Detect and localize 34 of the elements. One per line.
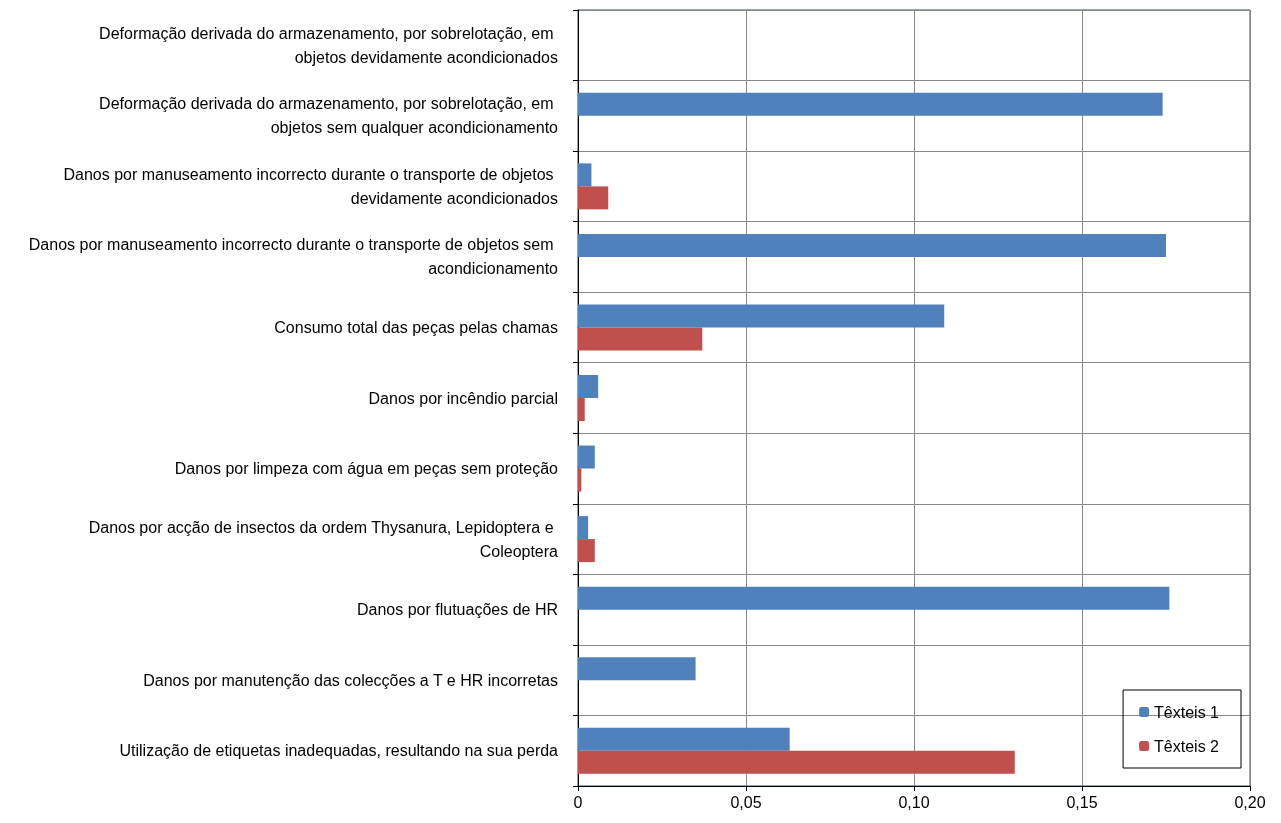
bar	[578, 445, 595, 469]
bar	[578, 539, 595, 563]
bar	[578, 163, 592, 187]
bar	[578, 657, 696, 681]
x-tick-label: 0,05	[730, 793, 762, 811]
y-tick-label: Utilização de etiquetas inadequadas, resultando na sua perda	[119, 742, 559, 760]
bar	[578, 468, 582, 492]
bar	[578, 516, 589, 540]
bar	[578, 727, 790, 751]
y-tick-label: Deformação derivada do armazenamento, por sobrelotação, em objetos sem qualquer acondicionamento	[99, 95, 559, 137]
legend-label: Têxteis 1	[1154, 703, 1220, 721]
bar	[578, 233, 1166, 257]
x-tick-label: 0	[573, 793, 583, 811]
legend-label: Têxteis 2	[1154, 737, 1220, 755]
y-tick-label: Danos por manuseamento incorrecto durante o transporte de objetos sem acondicionamento	[28, 236, 559, 278]
bar	[578, 92, 1163, 116]
bar	[578, 375, 599, 398]
y-tick-label: Danos por limpeza com água em peças sem proteção	[174, 460, 559, 478]
bar	[578, 327, 703, 351]
y-tick-label: Danos por flutuações de HR	[357, 601, 558, 619]
y-tick-label: Danos por acção de insectos da ordem Thysanura, Lepidoptera e Coleoptera	[88, 518, 559, 560]
y-tick-label: Consumo total das peças pelas chamas	[274, 318, 558, 336]
y-tick-label: Danos por manutenção das colecções a T e HR incorretas	[143, 671, 558, 689]
x-tick-label: 0,10	[898, 793, 930, 811]
y-tick-label: Danos por manuseamento incorrecto durante o transporte de objetos devidamente acondicionados	[63, 165, 558, 207]
y-tick-label: Danos por incêndio parcial	[368, 389, 558, 407]
bar	[578, 398, 585, 421]
bar	[578, 186, 609, 210]
y-tick-label: Deformação derivada do armazenamento, por sobrelotação, em objetos devidamente acondicionados	[99, 24, 558, 66]
bar	[578, 586, 1170, 610]
bar	[578, 750, 1015, 774]
x-tick-label: 0,15	[1066, 793, 1098, 811]
x-tick-label: 0,20	[1234, 793, 1266, 811]
bar	[578, 304, 945, 328]
